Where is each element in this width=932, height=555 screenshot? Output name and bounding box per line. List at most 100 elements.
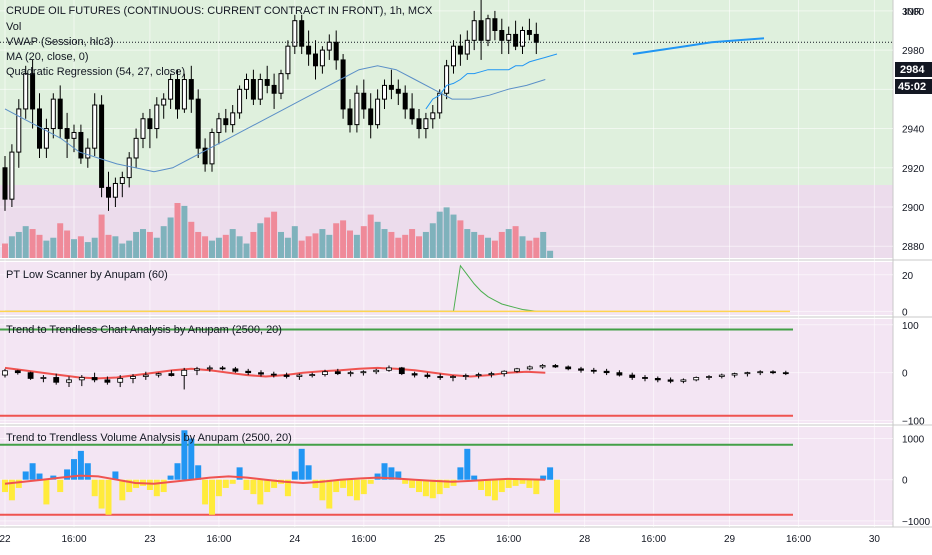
volume-histogram-bar bbox=[243, 479, 250, 490]
volume-bar bbox=[29, 229, 36, 258]
volume-histogram-bar bbox=[367, 479, 374, 484]
volume-pane-title[interactable]: Trend to Trendless Volume Analysis by An… bbox=[6, 432, 292, 444]
volume-histogram-bar bbox=[188, 438, 195, 480]
candle-body bbox=[313, 53, 318, 67]
candle-body bbox=[64, 128, 70, 139]
candle-body bbox=[416, 118, 422, 130]
quadratic-regression-line bbox=[632, 37, 765, 55]
trend-candle-body bbox=[322, 371, 328, 375]
trend-candle-body bbox=[501, 370, 508, 375]
trend-candle-body bbox=[91, 377, 98, 381]
scanner-axis-tick-label: 20 bbox=[902, 271, 914, 282]
volume-bar bbox=[457, 220, 464, 258]
trend-candle-body bbox=[386, 367, 392, 371]
volume-histogram-bar bbox=[540, 475, 547, 480]
volume-bar bbox=[450, 214, 457, 258]
candle-body bbox=[506, 33, 512, 41]
main-candles[interactable] bbox=[2, 0, 539, 211]
candle-body bbox=[423, 118, 429, 130]
candle-body bbox=[9, 151, 15, 200]
candle-body bbox=[119, 177, 125, 184]
time-axis-label: 16:00 bbox=[786, 534, 811, 545]
volume-histogram-bar bbox=[443, 479, 450, 488]
candle-body bbox=[451, 45, 456, 67]
volume-bar bbox=[112, 236, 119, 258]
trend-axis-tick-label: 0 bbox=[902, 369, 908, 380]
volume-bar bbox=[202, 236, 209, 258]
time-axis-label: 16:00 bbox=[641, 534, 666, 545]
volume-axis-tick-label: −1000 bbox=[902, 517, 931, 528]
time-axis-label: 16:00 bbox=[61, 534, 86, 545]
price-axis-tick-label: 3000 bbox=[902, 7, 925, 18]
volume-bar bbox=[353, 234, 360, 258]
volume-bar bbox=[71, 239, 77, 258]
volume-histogram-bar bbox=[257, 479, 264, 505]
legend-vwap[interactable]: VWAP (Session, hlc3) bbox=[6, 36, 114, 48]
candle-body bbox=[354, 92, 360, 126]
volume-histogram-bar bbox=[264, 479, 271, 493]
price-badge-label: 2984 bbox=[900, 64, 925, 76]
volume-histogram-bar bbox=[505, 479, 512, 488]
trend-candle-body bbox=[424, 374, 431, 377]
volume-histogram-bar bbox=[512, 479, 519, 486]
volume-histogram-bar bbox=[381, 463, 388, 480]
volume-histogram-bar bbox=[333, 479, 340, 493]
candle-body bbox=[112, 182, 118, 198]
trend-candle-body bbox=[168, 373, 175, 376]
volume-histogram-bar bbox=[250, 479, 257, 495]
candle-body bbox=[375, 98, 381, 126]
time-axis-label: 16:00 bbox=[206, 534, 231, 545]
trend-candle-body bbox=[232, 368, 239, 372]
scanner-pane-background bbox=[0, 262, 893, 315]
volume-bar bbox=[153, 237, 160, 258]
volume-histogram-bar bbox=[284, 479, 291, 497]
trend-candle-body bbox=[565, 366, 572, 370]
candle-body bbox=[147, 118, 153, 130]
price-axis-tick-label: 2880 bbox=[902, 242, 925, 253]
candle-body bbox=[2, 167, 8, 200]
volume-histogram-bar bbox=[222, 479, 229, 488]
legend-quadratic-regression[interactable]: Quadratic Regression (54, 27, close) bbox=[6, 66, 185, 78]
time-axis-label: 16:00 bbox=[351, 534, 376, 545]
trend-candle-body bbox=[104, 379, 111, 383]
volume-bar bbox=[305, 236, 312, 258]
volume-bar bbox=[15, 231, 22, 258]
candle-body bbox=[133, 137, 139, 159]
volume-histogram-bar bbox=[236, 467, 243, 480]
candle-body bbox=[306, 45, 312, 55]
trend-candle-body bbox=[130, 376, 136, 379]
trend-candle-body bbox=[488, 373, 495, 376]
trend-candle-body bbox=[66, 379, 72, 383]
volume-bar bbox=[464, 229, 471, 258]
scanner-pane-title[interactable]: PT Low Scanner by Anupam (60) bbox=[6, 269, 168, 281]
volume-bar bbox=[533, 237, 540, 258]
volume-bar bbox=[367, 214, 374, 258]
volume-bar bbox=[174, 203, 181, 258]
time-axis-label: 24 bbox=[289, 534, 301, 545]
legend-volume[interactable]: Vol bbox=[6, 21, 21, 33]
volume-histogram-bar bbox=[340, 479, 347, 488]
volume-bar bbox=[98, 214, 105, 258]
volume-bar bbox=[319, 229, 326, 258]
volume-histogram-bar bbox=[146, 479, 153, 490]
candle-body bbox=[520, 29, 525, 47]
legend-ma[interactable]: MA (20, close, 0) bbox=[6, 51, 89, 63]
candle-body bbox=[271, 84, 277, 94]
trend-candle-body bbox=[411, 373, 418, 376]
volume-histogram-bar bbox=[209, 479, 215, 515]
time-axis-label: 22 bbox=[0, 534, 11, 545]
main-chart-title[interactable]: CRUDE OIL FUTURES (CONTINUOUS: CURRENT C… bbox=[6, 5, 433, 17]
volume-histogram-bar bbox=[326, 479, 333, 509]
volume-histogram-bar bbox=[77, 450, 84, 480]
trend-candle-body bbox=[552, 365, 559, 368]
candle-body bbox=[161, 98, 167, 106]
volume-histogram-bar bbox=[126, 479, 133, 493]
volume-bar bbox=[8, 236, 15, 258]
volume-bar bbox=[347, 230, 353, 258]
trend-pane-title[interactable]: Trend to Trendless Chart Analysis by Anu… bbox=[6, 324, 282, 336]
main-indicator-lines bbox=[0, 37, 893, 173]
volume-bar bbox=[422, 231, 429, 258]
volume-bar bbox=[360, 226, 367, 258]
volume-histogram-bar bbox=[202, 479, 209, 505]
trend-layer[interactable] bbox=[0, 328, 793, 417]
